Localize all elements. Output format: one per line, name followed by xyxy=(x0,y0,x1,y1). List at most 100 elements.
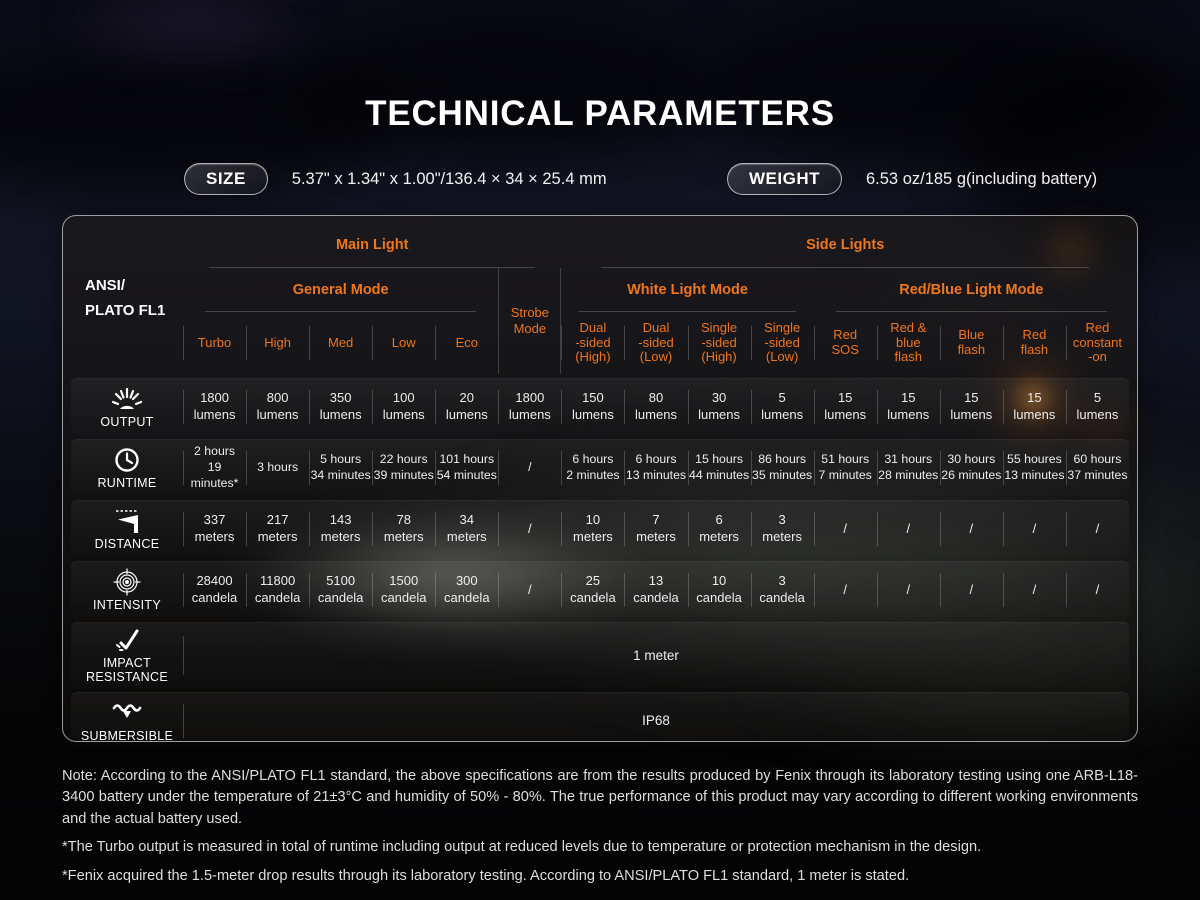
output-icon xyxy=(112,386,142,412)
row-label-submersible: SUBMERSIBLE xyxy=(71,693,183,749)
spec-cell: 2 hours 19 minutes* xyxy=(183,440,246,496)
column-header: Low xyxy=(372,312,435,374)
spec-cell: 350 lumens xyxy=(309,379,372,435)
group-strobe-mode: Strobe Mode xyxy=(498,268,562,374)
row-label-runtime: RUNTIME xyxy=(71,440,183,496)
row-label-text: IMPACT RESISTANCE xyxy=(86,656,168,684)
spec-cell: 15 hours 44 minutes xyxy=(687,440,751,496)
note-text: Note: According to the ANSI/PLATO FL1 st… xyxy=(62,768,1138,827)
spec-cell: 15 lumens xyxy=(939,379,1003,435)
column-header: Turbo xyxy=(183,312,246,374)
spec-row-output: OUTPUT 1800 lumens 800 lumens 350 lumens 100… xyxy=(71,378,1129,435)
spec-cell: / xyxy=(813,501,877,557)
spec-cell: 20 lumens xyxy=(435,379,498,435)
impact-icon xyxy=(113,627,141,653)
spec-cell: 11800 candela xyxy=(246,562,309,618)
spec-cell: / xyxy=(1002,562,1066,618)
spec-cell: 86 hours 35 minutes xyxy=(750,440,814,496)
column-header: High xyxy=(246,312,309,374)
spec-table-panel: ANSI/ PLATO FL1 Main Light Side Lights G… xyxy=(62,215,1138,749)
spec-table-rows: OUTPUT 1800 lumens 800 lumens 350 lumens 100… xyxy=(71,378,1129,749)
spec-cell: 217 meters xyxy=(246,501,309,557)
spec-cell: 60 hours 37 minutes xyxy=(1065,440,1129,496)
spec-cell: / xyxy=(813,562,877,618)
sky-glow xyxy=(55,0,325,62)
spec-cell: 100 lumens xyxy=(372,379,435,435)
row-label-text: SUBMERSIBLE xyxy=(80,728,174,743)
spec-cell: / xyxy=(1065,501,1129,557)
spec-cell: 31 hours 28 minutes xyxy=(876,440,940,496)
standard-label: ANSI/ PLATO FL1 xyxy=(85,276,166,320)
spec-row-intensity: INTENSITY 28400 candela 11800 candela 5100 … xyxy=(71,561,1129,618)
row-label-text: DISTANCE xyxy=(94,536,160,551)
page-title: TECHNICAL PARAMETERS xyxy=(365,94,835,133)
spec-cell-span: IP68 xyxy=(183,693,1129,749)
footnote-text: *The Turbo output is measured in total o… xyxy=(62,839,982,856)
spec-cell-span: 1 meter xyxy=(183,623,1129,688)
size-value: 5.37" x 1.34" x 1.00"/136.4 × 34 × 25.4 … xyxy=(291,169,607,188)
row-label-impact: IMPACT RESISTANCE xyxy=(71,623,183,688)
tree-silhouette xyxy=(300,20,720,160)
group-side-lights: Side Lights xyxy=(561,222,1129,268)
column-header: Med xyxy=(309,312,372,374)
spec-cell: / xyxy=(876,501,940,557)
column-header: Red flash xyxy=(1002,312,1066,374)
spec-cell: 300 candela xyxy=(435,562,498,618)
spec-cell: 5 lumens xyxy=(750,379,814,435)
spec-cell: / xyxy=(498,440,561,496)
spec-cell: 30 lumens xyxy=(687,379,751,435)
spec-cell: 55 houres 13 minutes xyxy=(1002,440,1066,496)
row-label-output: OUTPUT xyxy=(71,379,183,435)
distance-icon xyxy=(112,508,142,534)
column-header: Single -sided (High) xyxy=(687,312,751,374)
spec-cell: 337 meters xyxy=(183,501,246,557)
spec-cell: / xyxy=(939,501,1003,557)
spec-cell: 1800 lumens xyxy=(498,379,561,435)
group-white-light-mode: White Light Mode xyxy=(561,268,813,312)
column-header: Single -sided (Low) xyxy=(750,312,814,374)
spec-cell: 5100 candela xyxy=(309,562,372,618)
footnote-text: *Fenix acquired the 1.5-meter drop resul… xyxy=(62,867,910,884)
spec-cell: 6 hours 2 minutes xyxy=(561,440,624,496)
spec-cell: 51 hours 7 minutes xyxy=(813,440,877,496)
spec-cell: 78 meters xyxy=(372,501,435,557)
group-main-light: Main Light xyxy=(183,222,561,268)
intensity-icon xyxy=(113,568,141,595)
spec-cell: 143 meters xyxy=(309,501,372,557)
spec-cell: / xyxy=(939,562,1003,618)
spec-cell: 3 hours xyxy=(246,440,309,496)
size-spec: SIZE 5.37" x 1.34" x 1.00"/136.4 × 34 × … xyxy=(184,163,607,195)
column-header: Dual -sided (High) xyxy=(561,312,624,374)
weight-spec: WEIGHT 6.53 oz/185 g(including battery) xyxy=(727,163,1097,195)
row-label-distance: DISTANCE xyxy=(71,501,183,557)
row-label-text: INTENSITY xyxy=(93,597,161,612)
spec-cell: 10 candela xyxy=(687,562,751,618)
group-red-blue-light-mode: Red/Blue Light Mode xyxy=(814,268,1129,312)
spec-cell: 6 meters xyxy=(687,501,751,557)
tree-silhouette xyxy=(700,10,1160,170)
spec-cell: 30 hours 26 minutes xyxy=(939,440,1003,496)
spec-cell: / xyxy=(498,501,561,557)
spec-cell: 22 hours 39 minutes xyxy=(372,440,435,496)
spec-cell: 800 lumens xyxy=(246,379,309,435)
column-header: Eco xyxy=(435,312,498,374)
column-header: Dual -sided (Low) xyxy=(624,312,687,374)
spec-cell: 5 lumens xyxy=(1065,379,1129,435)
spec-table-header: ANSI/ PLATO FL1 Main Light Side Lights G… xyxy=(71,222,1129,374)
spec-cell: / xyxy=(1002,501,1066,557)
submersible-icon xyxy=(112,700,142,726)
spec-cell: 13 candela xyxy=(624,562,687,618)
spec-row-impact: IMPACT RESISTANCE 1 meter xyxy=(71,622,1129,688)
spec-cell: / xyxy=(1065,562,1129,618)
spec-row-runtime: RUNTIME 2 hours 19 minutes* 3 hours 5 hours… xyxy=(71,439,1129,496)
group-general-mode: General Mode xyxy=(183,268,498,312)
spec-cell: 5 hours 34 minutes xyxy=(309,440,372,496)
spec-cell: 7 meters xyxy=(624,501,687,557)
spec-cell: 15 lumens xyxy=(1002,379,1066,435)
footnotes: Note: According to the ANSI/PLATO FL1 st… xyxy=(62,766,1138,894)
spec-cell: 3 meters xyxy=(750,501,814,557)
spec-cell: 34 meters xyxy=(435,501,498,557)
spec-row-submersible: SUBMERSIBLE IP68 xyxy=(71,692,1129,749)
spec-cell: 10 meters xyxy=(561,501,624,557)
